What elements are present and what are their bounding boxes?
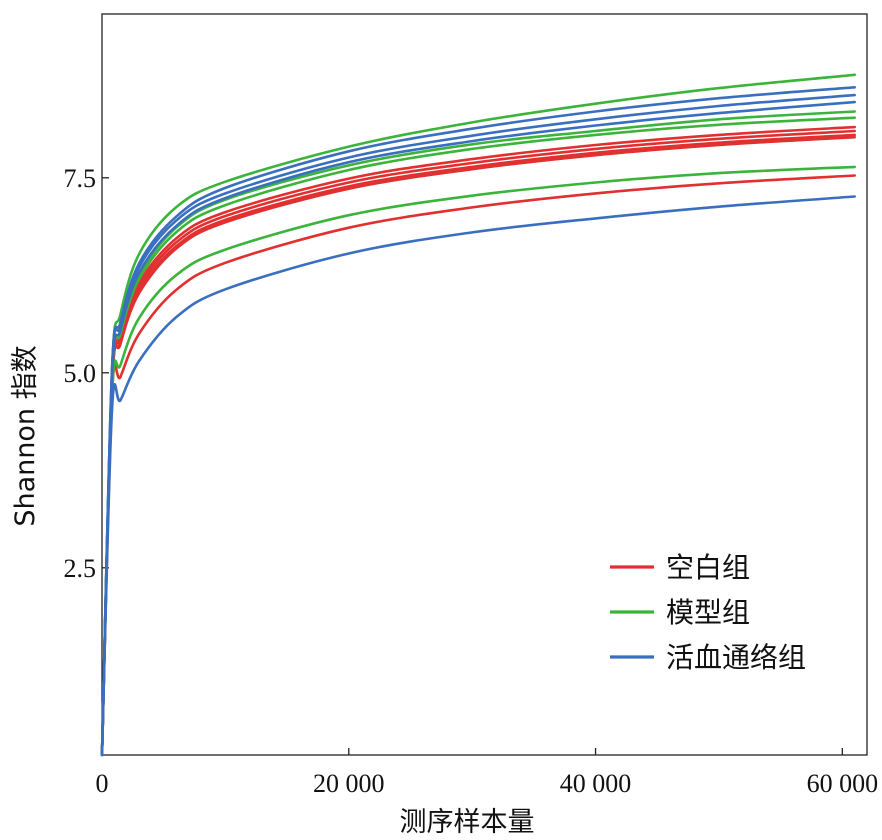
x-axis-title: 测序样本量 (400, 807, 535, 838)
y-tick-label: 7.5 (64, 164, 97, 193)
series-line (100, 195, 856, 757)
y-axis-ticks: 2.5 5.0 7.5 (64, 164, 109, 583)
x-tick-label: 20 000 (313, 769, 385, 798)
y-tick-label: 5.0 (64, 359, 97, 388)
y-tick-label: 2.5 (64, 554, 97, 583)
rarefaction-curves (100, 73, 856, 757)
series-line (100, 100, 856, 757)
legend-label: 模型组 (666, 596, 750, 629)
x-tick-label: 60 000 (807, 769, 879, 798)
legend-label: 活血通络组 (666, 641, 806, 674)
y-axis-title: Shannon 指数 (10, 345, 41, 526)
x-tick-label: 40 000 (560, 769, 632, 798)
x-tick-label: 0 (96, 769, 109, 798)
x-axis-ticks: 0 20 000 40 000 60 000 (96, 748, 879, 798)
legend-label: 空白组 (666, 551, 750, 584)
